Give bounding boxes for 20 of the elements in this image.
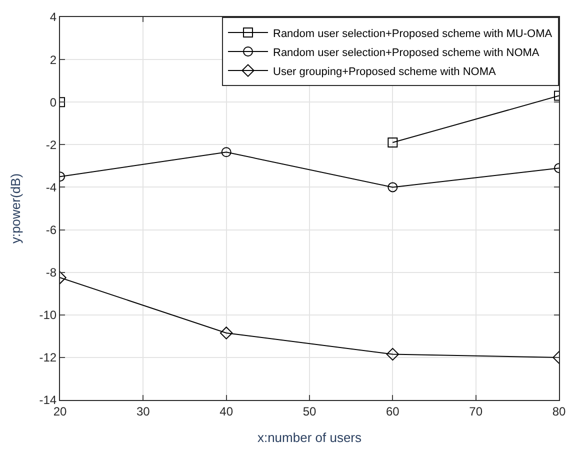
y-axis-title: y:power(dB) xyxy=(8,173,24,244)
y-tick-label: 0 xyxy=(50,95,57,110)
y-tick-label: -10 xyxy=(39,308,57,322)
legend-label: User grouping+Proposed scheme with NOMA xyxy=(273,66,497,78)
legend-label: Random user selection+Proposed scheme with NOMA xyxy=(273,46,540,59)
y-tick-label: 2 xyxy=(50,52,57,67)
y-tick-label: -12 xyxy=(39,350,57,365)
x-tick-label: 60 xyxy=(386,404,400,418)
x-tick-label: 30 xyxy=(136,404,150,418)
x-tick-label: 70 xyxy=(469,404,483,418)
y-tick-label: -8 xyxy=(46,266,57,280)
x-tick-label: 40 xyxy=(220,404,234,418)
y-tick-label: 4 xyxy=(50,10,57,24)
x-tick-label: 50 xyxy=(302,404,316,418)
y-tick-label: -2 xyxy=(46,138,57,152)
y-tick-label: -4 xyxy=(46,180,57,194)
y-tick-label: -6 xyxy=(46,222,57,237)
legend-label: Random user selection+Proposed scheme with MU-OMA xyxy=(273,28,553,40)
x-axis-title: x:number of users xyxy=(257,430,362,445)
x-tick-label: 80 xyxy=(552,404,566,418)
